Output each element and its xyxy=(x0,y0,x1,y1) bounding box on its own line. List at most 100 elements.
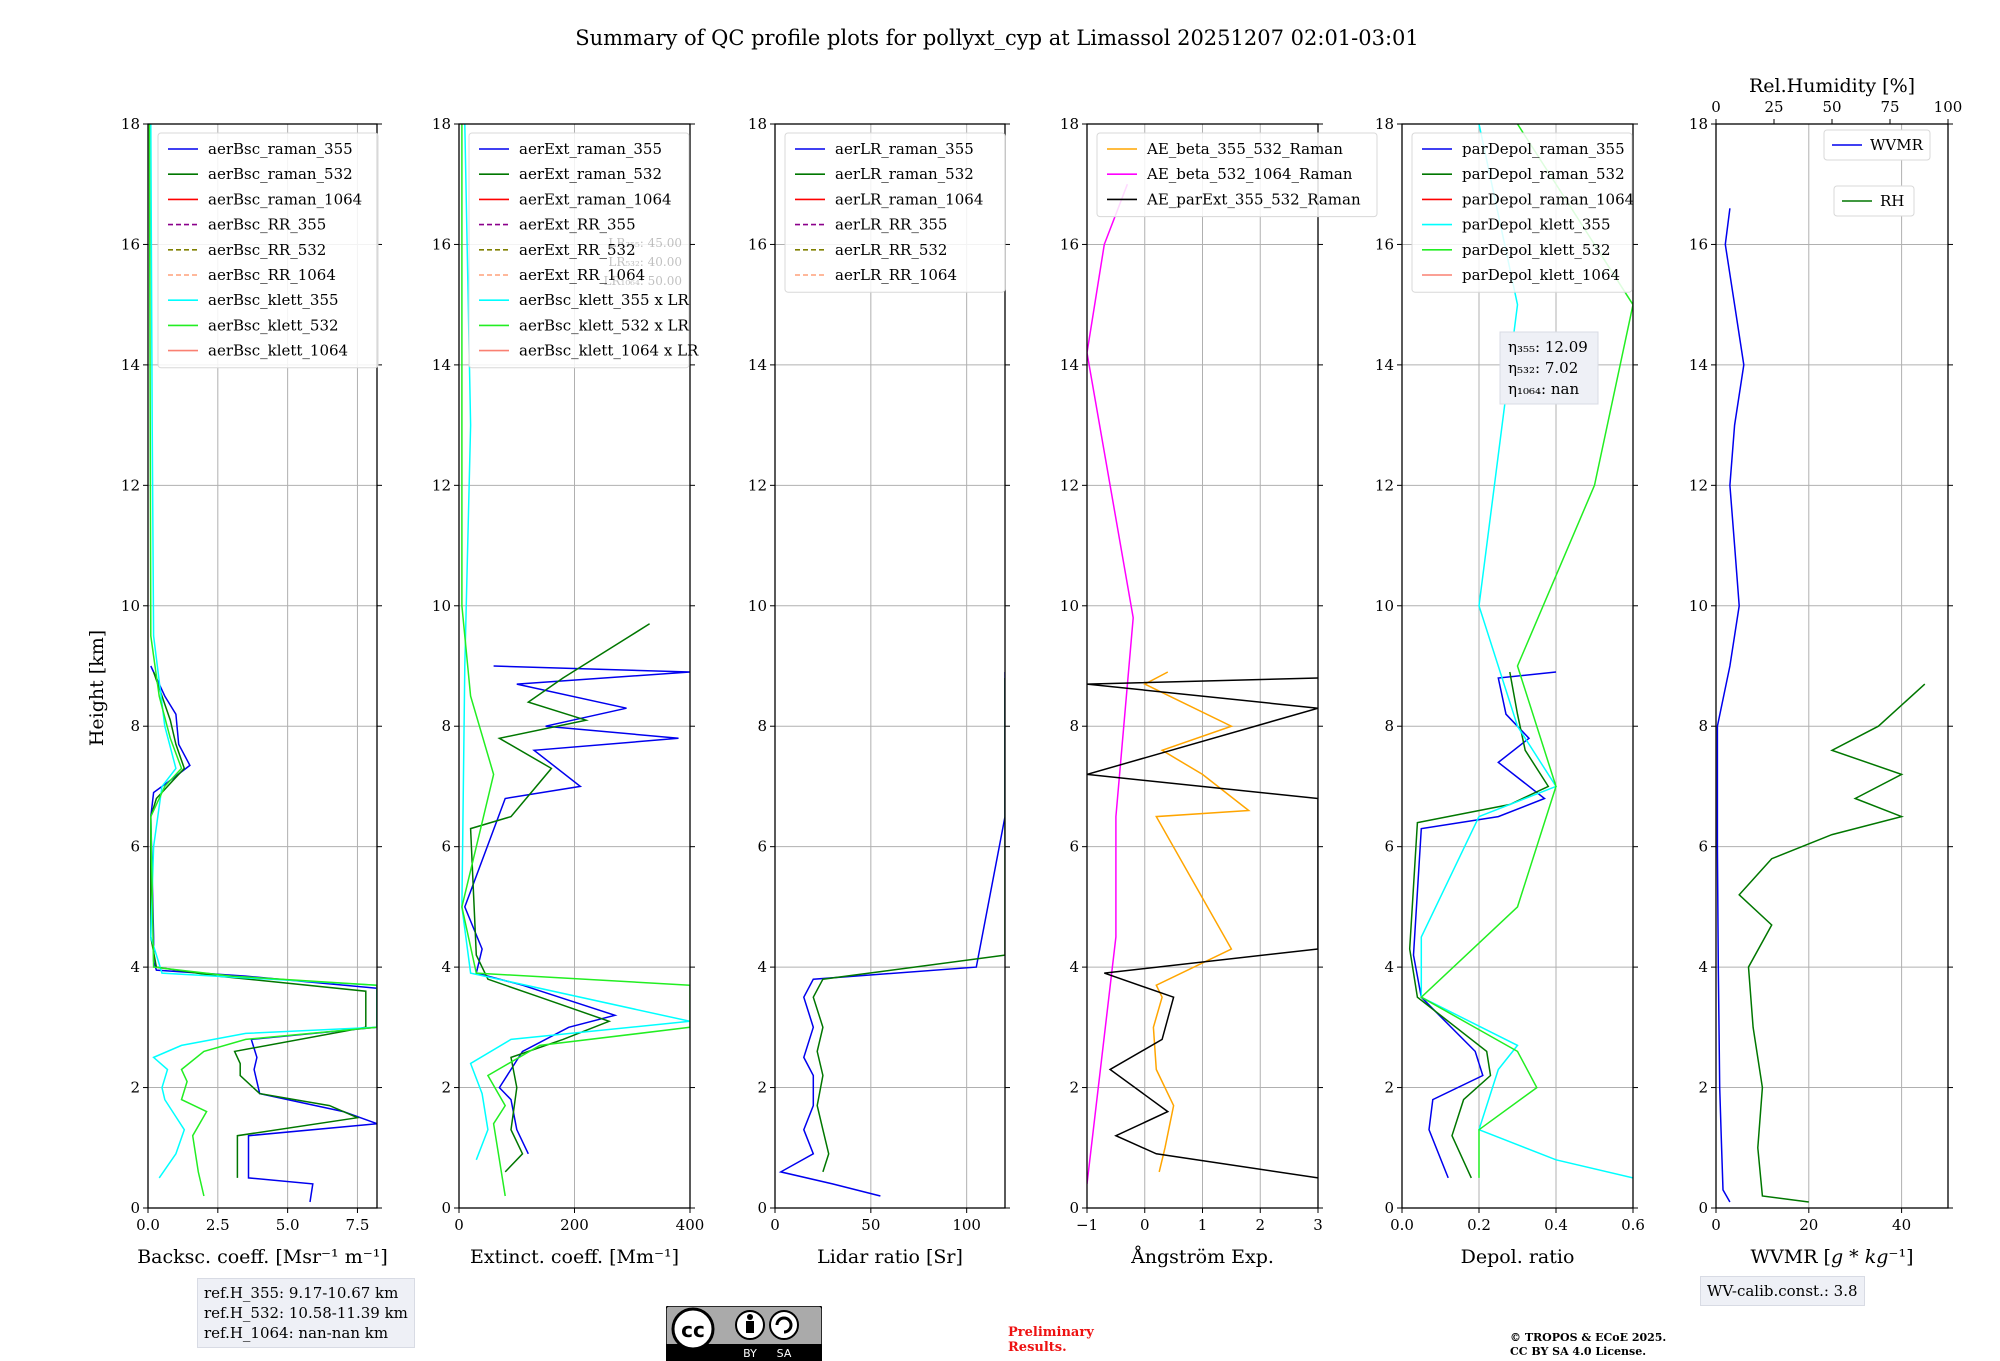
panel-3: 0 2 4 6 8 10 12 14 16 18 0 50 100 Lidar ratio [Sr] aer… xyxy=(748,115,1010,1268)
y-tick-label: 12 xyxy=(1689,476,1708,494)
y-tick-label: 18 xyxy=(432,115,451,133)
y-tick-label: 10 xyxy=(1060,597,1079,615)
series-line-aerLR_raman_355 xyxy=(778,672,1005,1197)
y-tick-label: 0 xyxy=(1069,1199,1079,1217)
y-tick-label: 2 xyxy=(441,1079,451,1097)
y-tick-label: 2 xyxy=(1698,1079,1708,1097)
y-tick-label: 4 xyxy=(130,958,140,976)
legend-label: parDepol_raman_532 xyxy=(1462,165,1625,183)
x-tick-label: 20 xyxy=(1799,1216,1818,1234)
y-tick-label: 2 xyxy=(757,1079,767,1097)
y-tick-label: 2 xyxy=(130,1079,140,1097)
legend-label: aerBsc_RR_532 xyxy=(208,241,326,259)
x-axis-label-part: kg xyxy=(1865,1246,1889,1268)
x-axis-label: Backsc. coeff. [Msr⁻¹ m⁻¹] xyxy=(137,1246,388,1268)
copyright-line-2: CC BY SA 4.0 License. xyxy=(1510,1345,1647,1358)
x-tick-label: 0 xyxy=(454,1216,464,1234)
y-axis-label: Height [km] xyxy=(86,630,108,746)
legend-label: aerBsc_RR_1064 xyxy=(208,266,336,284)
legend-label: aerExt_RR_1064 xyxy=(519,266,645,284)
x-tick-label: 0.0 xyxy=(136,1216,160,1234)
eta-text: η₃₅₅: 12.09 xyxy=(1508,338,1588,356)
legend-label: aerBsc_raman_1064 xyxy=(208,190,362,208)
y-tick-label: 14 xyxy=(121,356,140,374)
legend-label: aerBsc_klett_355 xyxy=(208,291,339,309)
x-tick-label: 0.2 xyxy=(1467,1216,1491,1234)
y-tick-label: 18 xyxy=(1689,115,1708,133)
y-tick-label: 18 xyxy=(1375,115,1394,133)
lr-note-text: LR₃₅₅: 45.00 xyxy=(608,236,682,250)
legend-label: parDepol_klett_1064 xyxy=(1462,266,1620,284)
legend-label: aerLR_RR_532 xyxy=(835,241,947,259)
y-tick-label: 6 xyxy=(1069,838,1079,856)
y-tick-label: 4 xyxy=(757,958,767,976)
y-tick-label: 10 xyxy=(121,597,140,615)
x-axis-label: Lidar ratio [Sr] xyxy=(817,1246,963,1268)
legend-label: aerLR_raman_355 xyxy=(835,140,974,158)
y-tick-label: 10 xyxy=(748,597,767,615)
plot-frame xyxy=(1401,123,1634,1209)
x-tick-label: 400 xyxy=(676,1216,705,1234)
legend-box xyxy=(157,132,379,369)
plot-frame xyxy=(1715,123,1949,1209)
x-axis-label: Ångström Exp. xyxy=(1130,1246,1274,1268)
y-tick-label: 16 xyxy=(1375,235,1394,253)
panel-5: 0 2 4 6 8 10 12 14 16 18 0.0 0.2 0.4 0.6 Depol. ratio p… xyxy=(1375,115,1645,1268)
series-line-parDepol_raman_355 xyxy=(1412,671,1557,1179)
x-tick-label: 2.5 xyxy=(206,1216,230,1234)
series-line-AE_beta_355_532_Raman xyxy=(1143,671,1251,1173)
preliminary-line-1: Preliminary xyxy=(1008,1325,1094,1340)
series-line-aerLR_raman_532 xyxy=(812,678,1005,1173)
y-tick-label: 2 xyxy=(1069,1079,1079,1097)
series-line-parDepol_klett_532 xyxy=(1420,124,1633,1178)
y-tick-label: 8 xyxy=(1698,717,1708,735)
plot-frame xyxy=(147,123,378,1209)
legend-box-wv xyxy=(1823,129,1931,161)
y-tick-label: 8 xyxy=(1069,717,1079,735)
y-tick-label: 16 xyxy=(1689,235,1708,253)
y-tick-label: 18 xyxy=(121,115,140,133)
legend-label: AE_beta_355_532_Raman xyxy=(1146,140,1343,158)
plot-frame xyxy=(774,123,1006,1209)
y-tick-label: 6 xyxy=(1384,838,1394,856)
legend-box-rh xyxy=(1833,185,1915,217)
legend-label: aerExt_RR_532 xyxy=(519,241,636,259)
legend-label: aerBsc_klett_532 xyxy=(208,316,339,334)
x-tick-label: 100 xyxy=(952,1216,981,1234)
y-tick-label: 8 xyxy=(1384,717,1394,735)
lr-note-text: LR₁₀₆₄: 50.00 xyxy=(604,274,682,288)
x-tick-label: −1 xyxy=(1076,1216,1098,1234)
preliminary-note: Preliminary Results. xyxy=(1008,1325,1094,1355)
series-line-parDepol_raman_532 xyxy=(1408,671,1550,1179)
eta-text: η₅₃₂: 7.02 xyxy=(1508,359,1578,377)
lr-note-text: LR₅₃₂: 40.00 xyxy=(608,255,682,269)
svg-text:cc: cc xyxy=(681,1318,705,1342)
legend-box xyxy=(784,132,1006,293)
x-axis-label-part: * xyxy=(1843,1246,1865,1268)
y-tick-label: 18 xyxy=(1060,115,1079,133)
y-tick-label: 6 xyxy=(441,838,451,856)
y-tick-label: 16 xyxy=(748,235,767,253)
series-line-RH xyxy=(1738,683,1926,1203)
y-tick-label: 8 xyxy=(757,717,767,735)
y-tick-label: 18 xyxy=(748,115,767,133)
preliminary-line-2: Results. xyxy=(1008,1340,1067,1355)
eta-text: η₁₀₆₄: nan xyxy=(1508,380,1579,398)
legend-box xyxy=(1411,132,1633,293)
x-tick-label: 0 xyxy=(1711,1216,1721,1234)
legend-box xyxy=(1096,132,1378,218)
x-tick-label: 200 xyxy=(560,1216,589,1234)
series-line-aerBsc_klett_532 x LR xyxy=(461,124,690,1197)
refh-1064: ref.H_1064: nan-nan km xyxy=(204,1324,389,1342)
series-line-AE_parExt_355_532_Raman xyxy=(1087,677,1318,1179)
y-tick-label: 12 xyxy=(121,476,140,494)
panel-2: 0 2 4 6 8 10 12 14 16 18 0 200 400 Extinct. coeff. [M… xyxy=(432,115,704,1268)
legend-label: aerBsc_raman_532 xyxy=(208,165,353,183)
y-tick-label: 16 xyxy=(121,235,140,253)
x-tick-label: 50 xyxy=(861,1216,880,1234)
x-tick-label: 0.6 xyxy=(1621,1216,1645,1234)
legend-label: aerBsc_klett_355 x LR xyxy=(519,291,690,309)
y-tick-label: 6 xyxy=(757,838,767,856)
x-axis-label-part: g xyxy=(1831,1246,1843,1268)
